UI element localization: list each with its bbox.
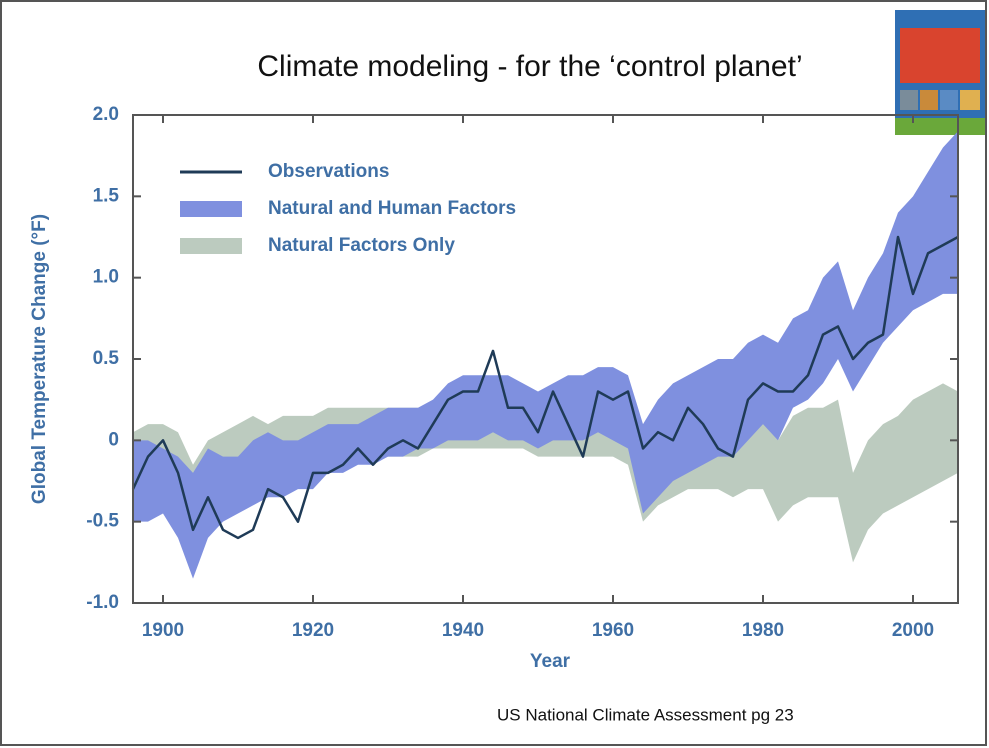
report-thumbnail [895,10,985,135]
thumb-photo [920,90,938,110]
y-tick-label: 1.0 [93,267,119,288]
legend-swatch [180,238,242,254]
x-axis-label: Year [530,651,571,672]
x-tick-label: 1980 [742,620,784,641]
thumb-band [895,118,985,135]
x-tick-label: 2000 [892,620,934,641]
y-axis-label: Global Temperature Change (°F) [29,214,50,504]
y-tick-label: -1.0 [86,592,119,613]
plot: -1.0 -0.5 0 0.5 1.0 1.5 2.0 1900 1920 1940 1960 198… [86,104,959,641]
y-tick-label: -0.5 [86,511,119,532]
legend-label: Natural and Human Factors [268,198,516,219]
legend-label: Natural Factors Only [268,235,455,256]
legend-swatch [180,201,242,217]
thumb-photo [960,90,980,110]
y-tick-label: 1.5 [93,185,120,206]
slide-footer: US National Climate Assessment pg 23 [497,705,794,724]
thumb-photo [940,90,958,110]
x-tick-label: 1960 [592,620,634,641]
y-tick-label: 0.5 [93,348,120,369]
y-tick-label: 0 [108,429,119,450]
thumb-photo [900,90,918,110]
x-tick-label: 1920 [292,620,334,641]
observation-line [131,235,959,540]
thumb-map [900,28,980,83]
legend-label: Observations [268,161,389,182]
slide-title: Climate modeling - for the ‘control plan… [257,50,802,83]
x-tick-label: 1900 [142,620,184,641]
y-tick-label: 2.0 [93,104,119,125]
x-tick-label: 1940 [442,620,484,641]
